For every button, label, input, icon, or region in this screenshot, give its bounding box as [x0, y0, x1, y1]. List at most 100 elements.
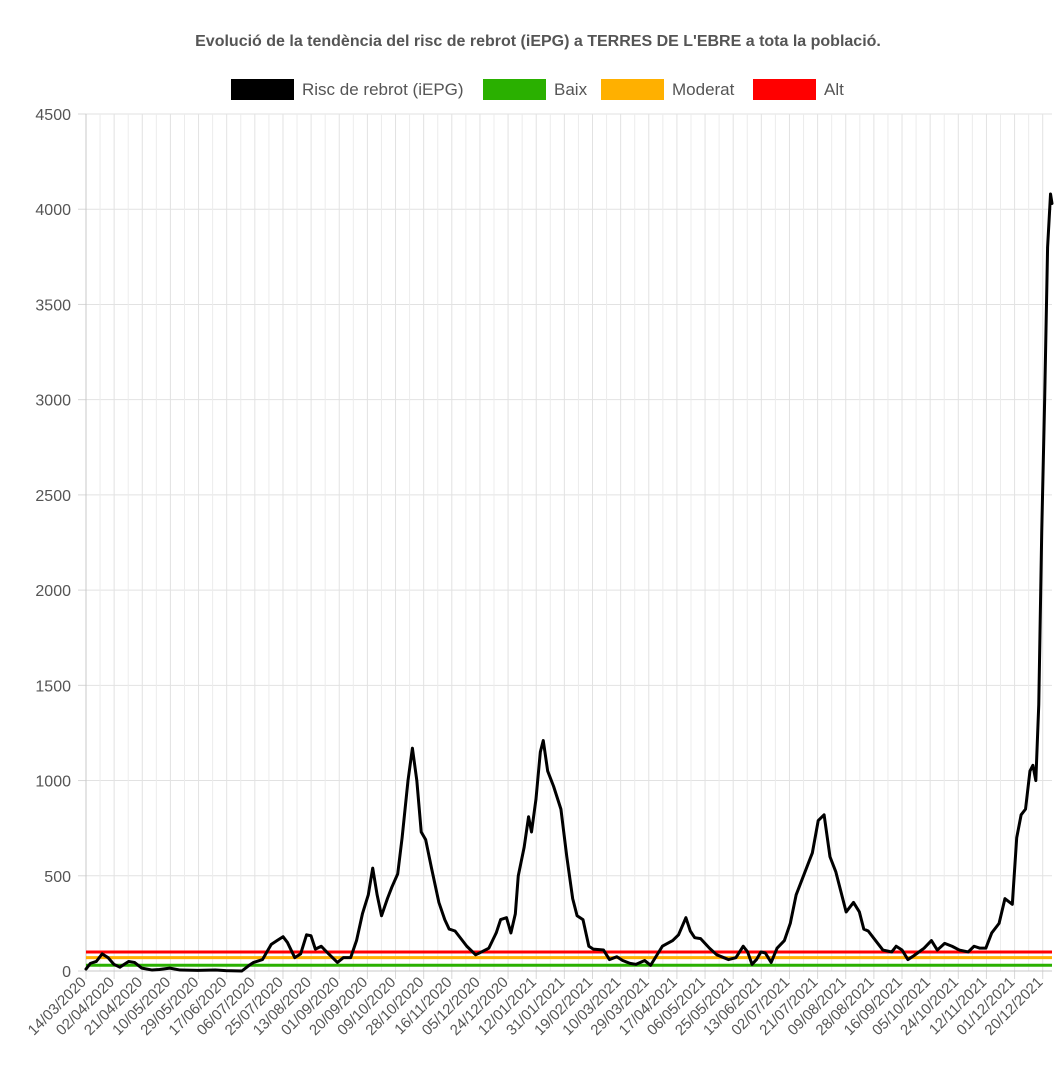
legend-swatch-alt — [753, 79, 816, 100]
series-point — [559, 807, 563, 811]
series-point — [755, 958, 758, 961]
y-tick-label: 2500 — [35, 488, 71, 505]
series-point — [922, 946, 926, 950]
series-point — [1046, 246, 1049, 249]
series-point — [411, 746, 414, 750]
series-point — [252, 961, 255, 964]
series-point — [100, 952, 104, 956]
series-point — [514, 912, 517, 916]
series-point — [727, 958, 730, 961]
legend-label-alt: Alt — [824, 80, 844, 99]
legend-swatch-risc — [231, 79, 294, 100]
grid — [78, 113, 1052, 979]
series-point — [299, 952, 302, 956]
series-point — [1049, 192, 1052, 196]
series-point — [708, 946, 711, 950]
series-point — [522, 846, 526, 849]
series-point — [349, 956, 352, 959]
series-point — [775, 946, 779, 950]
series-point — [643, 959, 646, 962]
series-point — [746, 950, 749, 954]
legend-label-risc: Risc de rebrot (iEPG) — [302, 80, 464, 99]
series-point — [140, 966, 144, 970]
series-point — [420, 830, 423, 834]
series-point — [437, 901, 441, 904]
series-point — [978, 946, 982, 950]
series-point — [112, 963, 116, 966]
series-point — [546, 769, 549, 773]
series-point — [275, 939, 279, 942]
series-point — [240, 969, 244, 973]
series-point — [912, 954, 915, 957]
series-point — [750, 963, 754, 966]
series-point — [133, 961, 136, 964]
series-point — [565, 855, 568, 858]
series-point — [1028, 769, 1032, 773]
series-point — [806, 863, 810, 866]
series-point — [608, 958, 611, 961]
series-point — [1037, 703, 1040, 706]
series-point — [396, 872, 399, 876]
series-point — [336, 961, 339, 964]
series-point — [852, 901, 855, 904]
series-point — [487, 946, 491, 950]
series-point — [380, 914, 383, 917]
series-point — [834, 870, 838, 874]
series-point — [655, 954, 658, 957]
series-point — [474, 953, 477, 957]
series-point — [443, 918, 446, 921]
series-point — [424, 838, 427, 841]
series-point — [817, 819, 820, 822]
series-point — [1031, 764, 1035, 767]
legend-swatch-moderat — [601, 79, 664, 100]
x-axis-ticks: 14/03/202002/04/202021/04/202010/05/2020… — [25, 974, 1047, 1039]
series-point — [689, 929, 692, 933]
series-point — [1003, 897, 1007, 900]
series-point — [465, 945, 469, 948]
series-point — [894, 945, 898, 948]
series-point — [900, 948, 904, 952]
series-point — [480, 950, 483, 954]
series-point — [390, 886, 394, 889]
series-point — [1050, 202, 1054, 205]
series-point — [270, 943, 273, 946]
series-point — [150, 968, 154, 972]
legend-swatch-baix — [483, 79, 546, 100]
series-point — [178, 968, 182, 972]
series-point — [1019, 813, 1023, 817]
series-point — [800, 878, 804, 881]
series-point — [943, 942, 946, 945]
series-point — [950, 945, 954, 948]
series-point — [972, 945, 976, 948]
series-point — [997, 922, 1001, 925]
series-point — [628, 962, 632, 965]
legend: Risc de rebrot (iEPG) Baix Moderat Alt — [231, 79, 844, 100]
series-point — [1043, 398, 1046, 401]
series-point — [1024, 807, 1027, 811]
legend-label-baix: Baix — [554, 80, 588, 99]
series-point — [89, 962, 92, 965]
series-point — [447, 927, 451, 931]
series-point — [677, 933, 680, 937]
series-point — [621, 959, 624, 962]
series-point — [95, 960, 98, 963]
series-point — [505, 916, 508, 919]
series-point — [615, 955, 618, 958]
series-point — [1011, 903, 1014, 906]
series-point — [575, 914, 579, 917]
series-point — [661, 945, 664, 948]
series-point — [602, 948, 605, 952]
series-point — [592, 947, 595, 951]
series-point — [342, 956, 345, 959]
y-tick-label: 3000 — [35, 393, 71, 410]
series-point — [890, 950, 893, 954]
series-point — [634, 963, 638, 966]
series-point — [386, 897, 389, 900]
series-point — [844, 910, 848, 914]
series-point — [874, 939, 877, 942]
series-point — [966, 950, 970, 954]
series-point — [769, 961, 773, 964]
series-point — [305, 933, 308, 937]
series-point — [400, 836, 404, 839]
